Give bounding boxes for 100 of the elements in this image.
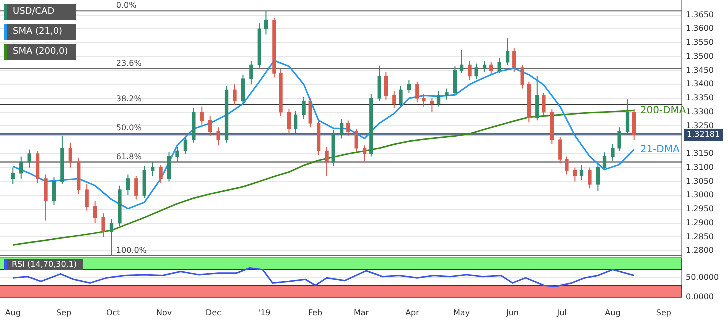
candlestick: [159, 164, 163, 184]
candlestick: [93, 200, 98, 224]
y-tick-label: 1.3250: [686, 121, 714, 130]
x-tick-label: Dec: [206, 308, 222, 318]
ref-line-label: 1.32181: [687, 130, 720, 140]
candlestick: [474, 63, 478, 80]
candlestick: [233, 84, 237, 106]
y-tick-label: 1.3000: [686, 190, 714, 200]
candlestick: [200, 106, 204, 126]
annotation: 61.8%: [116, 152, 142, 162]
x-tick-label: Feb: [308, 308, 323, 318]
candlestick: [378, 65, 382, 102]
candlestick: [216, 127, 220, 146]
candlestick: [264, 10, 268, 36]
y-tick-label: 1.3100: [686, 162, 714, 172]
candlestick: [102, 213, 106, 238]
x-tick-label: '19: [258, 308, 271, 318]
candlestick: [490, 62, 494, 76]
candlestick: [176, 146, 180, 163]
candlestick: [558, 136, 562, 164]
y-tick-label: 1.2950: [686, 204, 714, 214]
x-tick-label: Jun: [505, 308, 519, 318]
y-tick-label: 1.3150: [686, 149, 714, 158]
candlestick: [632, 109, 636, 141]
y-tick-label: 1.3550: [686, 38, 714, 48]
candlestick: [542, 92, 546, 118]
candlestick: [416, 81, 420, 104]
candlestick: [302, 96, 306, 120]
candlestick: [110, 218, 114, 256]
candlestick: [325, 146, 329, 177]
annotation: 23.6%: [116, 58, 142, 68]
candlestick: [241, 74, 246, 105]
annotation: 50.0%: [116, 124, 142, 133]
candlestick: [565, 156, 569, 176]
candlestick: [85, 184, 89, 212]
x-tick-label: Mar: [354, 308, 370, 318]
candlestick: [11, 167, 15, 185]
candlestick: [354, 128, 358, 154]
candlestick: [573, 167, 578, 182]
y-tick-label: 0.0000: [686, 292, 714, 302]
candlestick: [399, 86, 403, 108]
candlestick: [512, 48, 516, 73]
y-tick-label: 1.3050: [686, 176, 714, 186]
candlestick: [151, 162, 155, 177]
legend-label: SMA (21,0): [4, 24, 76, 40]
candlestick: [602, 152, 607, 172]
candlestick: [208, 116, 212, 136]
y-tick-label: 1.3350: [686, 94, 714, 103]
candlestick: [392, 91, 396, 109]
y-tick-label: 1.3300: [686, 107, 714, 116]
annotation: 100.0%: [116, 246, 148, 255]
legend-label: SMA (200,0): [4, 44, 76, 60]
candlestick: [580, 164, 584, 181]
candlestick: [498, 58, 502, 74]
candlestick: [618, 127, 622, 152]
x-tick-label: Aug: [605, 308, 621, 318]
candlestick: [407, 80, 412, 94]
candlestick: [384, 72, 388, 100]
candlestick: [436, 91, 441, 108]
x-tick-label: Apr: [406, 308, 420, 318]
x-tick-label: Sep: [56, 308, 72, 318]
y-tick-label: 1.2800: [686, 246, 714, 256]
annotation: 0.0%: [116, 1, 138, 10]
y-tick-label: 1.3450: [686, 66, 714, 75]
candlestick: [520, 64, 524, 90]
candlestick: [44, 174, 48, 222]
legend-panel: RSI (14,70,30,1): [4, 259, 84, 270]
annotation: 200-DMA: [640, 105, 686, 116]
candlestick: [482, 60, 487, 73]
y-tick-label: 1.3650: [686, 10, 714, 20]
candlestick: [20, 156, 24, 180]
legend-label: USD/CAD: [4, 4, 76, 20]
candlestick: [134, 176, 138, 200]
y-tick-label: 50.0000: [686, 272, 720, 282]
candlestick: [422, 94, 426, 108]
candlestick: [453, 66, 458, 96]
y-tick-label: 1.2850: [686, 232, 714, 242]
candlestick: [250, 60, 254, 86]
candlestick: [536, 76, 540, 122]
y-tick-label: 1.3400: [686, 80, 714, 89]
candlestick: [28, 149, 32, 168]
candlestick: [294, 110, 298, 134]
y-tick-label: 1.3600: [686, 24, 714, 34]
candlestick: [167, 152, 172, 182]
candlestick: [430, 98, 434, 113]
candlestick: [340, 118, 344, 140]
candlestick: [287, 109, 292, 136]
candlestick: [596, 163, 600, 192]
x-tick-label: Sep: [656, 308, 672, 318]
candlestick: [346, 120, 350, 136]
candlestick: [588, 167, 592, 190]
candlestick: [68, 142, 72, 168]
candlestick: [460, 50, 464, 74]
x-tick-label: Jul: [556, 308, 567, 318]
y-tick-label: 1.2900: [686, 218, 714, 228]
y-tick-label: 1.3500: [686, 52, 714, 61]
annotation: 21-DMA: [640, 144, 680, 156]
x-tick-label: Oct: [106, 308, 120, 318]
candlestick: [363, 145, 367, 162]
candlestick: [468, 60, 472, 81]
